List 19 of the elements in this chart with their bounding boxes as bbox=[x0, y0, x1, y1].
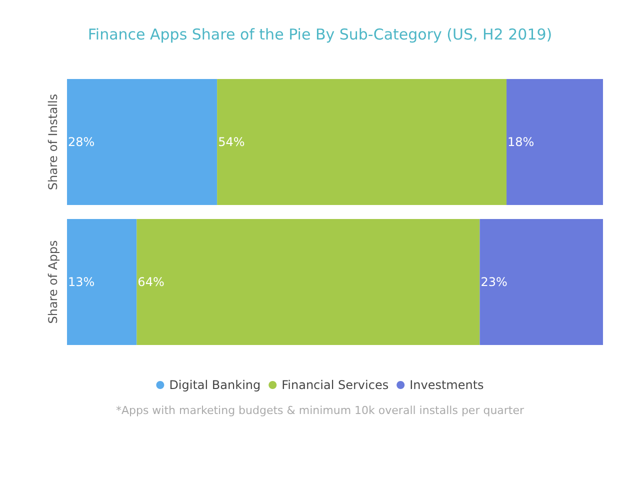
bar bbox=[136, 219, 480, 345]
bar bbox=[480, 219, 603, 345]
y-tick-label: Share of Installs bbox=[46, 94, 60, 190]
data-label: 13% bbox=[68, 275, 95, 289]
text: *Apps with marketing budgets & minimum 10k overall installs per quarter bbox=[116, 404, 525, 417]
legend-label: Financial Services bbox=[282, 378, 389, 392]
bar bbox=[217, 79, 507, 205]
legend-label: Digital Banking bbox=[169, 378, 261, 392]
bar bbox=[67, 79, 218, 205]
y-tick-label: Share of Apps bbox=[46, 240, 60, 324]
data-label: 28% bbox=[68, 135, 95, 149]
bar bbox=[67, 219, 137, 345]
data-label: 54% bbox=[218, 135, 245, 149]
data-label: 23% bbox=[480, 275, 508, 289]
data-label: 18% bbox=[508, 135, 534, 149]
data-label: 64% bbox=[138, 275, 164, 289]
bar bbox=[506, 79, 603, 205]
legend-label: Investments bbox=[410, 378, 484, 392]
chart-title: Finance Apps Share of the Pie By Sub-Category (US, H2 2019) bbox=[88, 26, 552, 44]
